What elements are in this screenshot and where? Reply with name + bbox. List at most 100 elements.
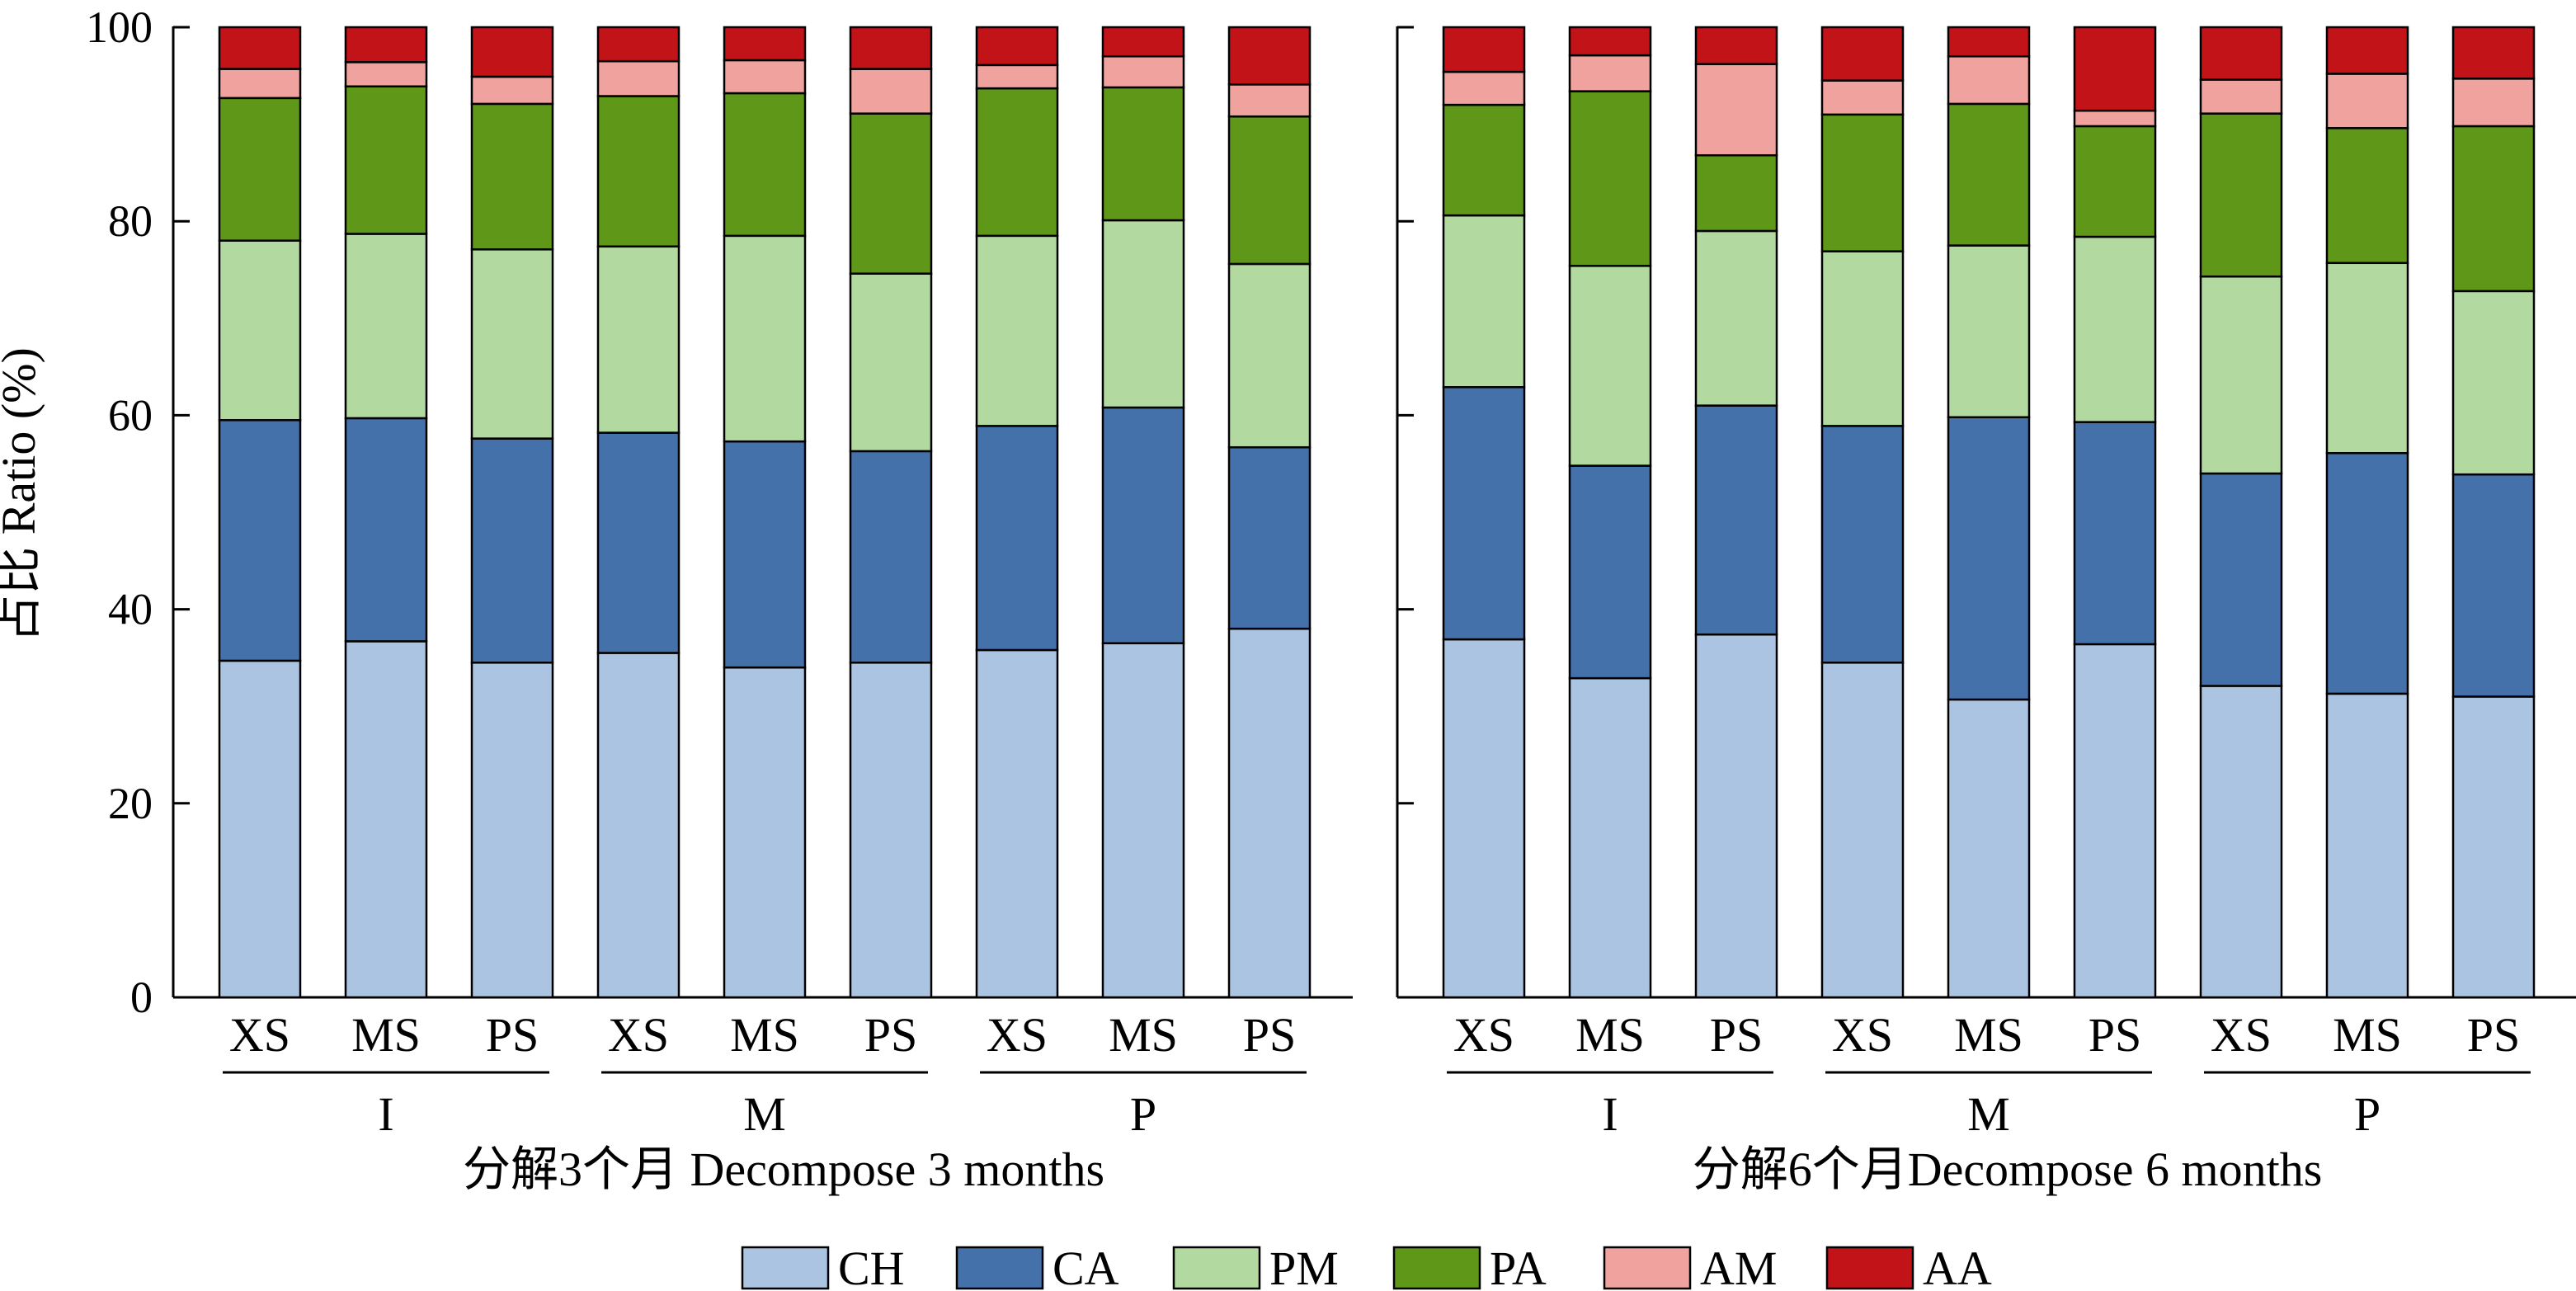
bar-segment-ca [723, 440, 807, 669]
group-label: M [1967, 1087, 2010, 1141]
bar-segment-aa [1568, 26, 1652, 57]
bar-segment-pa [723, 92, 807, 238]
bar-segment-am [1442, 70, 1526, 106]
legend-item-pa: PA [1392, 1242, 1547, 1291]
bar-segment-aa [723, 26, 807, 62]
bar-segment-aa [1227, 26, 1312, 86]
bar-segment-pm [849, 272, 933, 453]
bar-segment-ca [1694, 404, 1778, 636]
bar-segment-pm [1694, 229, 1778, 407]
bar-segment-pm [2073, 235, 2157, 423]
legend-label: PM [1269, 1242, 1339, 1291]
legend-swatch [1603, 1246, 1692, 1290]
bar-segment-pm [470, 248, 554, 440]
bar-segment-aa [596, 26, 680, 63]
bar-segment-ca [1101, 406, 1185, 645]
bar-segment-am [1694, 63, 1778, 157]
bar-segment-ch [1820, 662, 1905, 999]
bar-segment-ca [344, 417, 428, 643]
legend-swatch [1172, 1246, 1261, 1290]
plot-layer: 0 20 40 60 80 100 XS MS PS I XS MS PS M XS MS PS P 分解3个月 D… [86, 2, 2576, 1196]
bar-segment-ca [596, 431, 680, 654]
bar-segment-ca [2073, 421, 2157, 646]
bar-segment-ch [218, 659, 302, 999]
bar-segment-pa [849, 112, 933, 275]
bar-segment-pa [1227, 115, 1312, 266]
bar-segment-aa [1820, 26, 1905, 82]
x-category-label: PS [1243, 1008, 1297, 1062]
bar-segment-aa [470, 26, 554, 78]
panel-title: 分解6个月Decompose 6 months [1693, 1143, 2323, 1196]
group-label: I [378, 1087, 393, 1141]
x-category-label: XS [987, 1008, 1048, 1062]
bar-segment-aa [849, 26, 933, 70]
bar-segment-ch [2325, 692, 2409, 999]
legend-item-pm: PM [1172, 1242, 1339, 1291]
bar-segment-ch [470, 662, 554, 999]
x-category-label: XS [229, 1008, 290, 1062]
bar-segment-pa [1101, 86, 1185, 222]
panel-1: 0 20 40 60 80 100 XS MS PS I XS MS PS M XS MS PS P 分解3个月 D… [86, 2, 1353, 1196]
bar-segment-pm [344, 233, 428, 420]
bar-segment-aa [975, 26, 1059, 67]
bar-segment-pa [1442, 103, 1526, 217]
bar-segment-ca [2325, 452, 2409, 695]
x-category-label: MS [2333, 1008, 2402, 1062]
bar-segment-pa [1947, 102, 2031, 247]
bar-segment-pa [344, 85, 428, 235]
bar-segment-pa [470, 102, 554, 251]
legend-swatch [1825, 1246, 1914, 1290]
bar-segment-ch [1947, 698, 2031, 999]
bar-segment-ch [1227, 627, 1312, 999]
x-category-label: MS [351, 1008, 421, 1062]
legend: CH CA PM PA AM AA [741, 1242, 1992, 1291]
bar-segment-ca [849, 450, 933, 664]
bar-segment-pa [596, 95, 680, 248]
x-category-label: MS [1109, 1008, 1178, 1062]
bar-segment-aa [1694, 26, 1778, 65]
bar-segment-ca [1442, 386, 1526, 641]
x-category-label: PS [486, 1008, 539, 1062]
bar-segment-ca [975, 425, 1059, 652]
group-label: M [743, 1087, 786, 1141]
bar-segment-am [1820, 79, 1905, 116]
x-category-label: XS [1832, 1008, 1893, 1062]
legend-item-ca: CA [955, 1242, 1119, 1291]
legend-item-ch: CH [741, 1242, 905, 1291]
bar-segment-ca [470, 437, 554, 664]
bar-segment-am [723, 59, 807, 95]
bar-segment-am [975, 64, 1059, 90]
bar-segment-pa [2073, 125, 2157, 238]
y-tick-label: 40 [108, 585, 153, 634]
bar-segment-aa [2451, 26, 2536, 80]
panel-2: XS MS PS I XS MS PS M XS MS PS P 分解6个月Decompose 6 mo… [1396, 26, 2576, 1196]
bar-segment-am [596, 59, 680, 97]
bar-segment-pm [1101, 219, 1185, 409]
bar-segment-pa [2451, 125, 2536, 293]
legend-label: AM [1700, 1242, 1777, 1291]
bar-segment-ch [1694, 633, 1778, 999]
x-category-label: PS [2467, 1008, 2521, 1062]
bar-segment-pa [2199, 112, 2283, 278]
panel-title: 分解3个月 Decompose 3 months [463, 1143, 1104, 1196]
y-tick-label: 20 [108, 779, 153, 828]
bar-segment-ca [2199, 472, 2283, 687]
bar-segment-aa [344, 26, 428, 64]
group-label: P [1130, 1087, 1156, 1141]
bar-segment-am [849, 68, 933, 115]
bar-segment-pm [975, 234, 1059, 427]
bar-segment-pa [1568, 90, 1652, 267]
bar-segment-am [2325, 73, 2409, 130]
bar-segment-ch [2199, 685, 2283, 999]
bar-segment-am [218, 68, 302, 100]
x-category-label: XS [2211, 1008, 2272, 1062]
bar-segment-am [470, 75, 554, 106]
y-tick-label: 0 [130, 973, 153, 1022]
y-tick-label: 100 [86, 2, 153, 52]
bar-segment-am [344, 61, 428, 87]
bar-segment-ch [723, 666, 807, 999]
bar-segment-am [2451, 78, 2536, 128]
bar-segment-ch [2073, 643, 2157, 999]
bar-segment-pm [723, 234, 807, 443]
